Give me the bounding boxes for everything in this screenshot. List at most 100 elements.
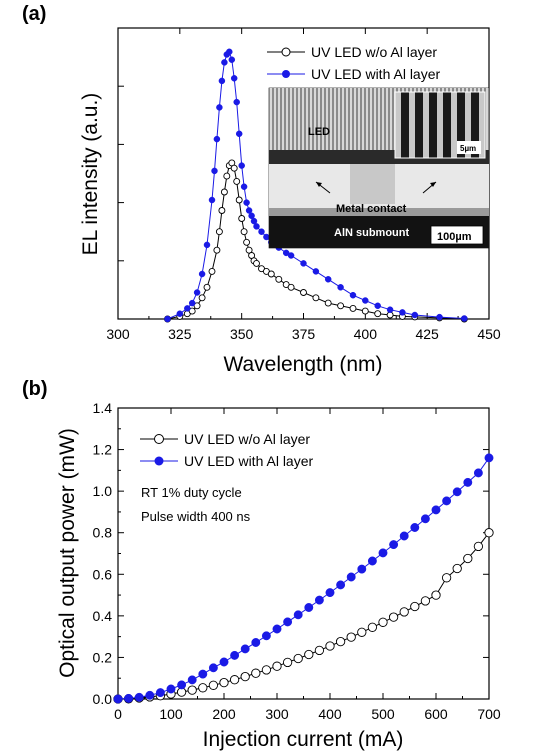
panel-a-point-series-2 bbox=[349, 291, 357, 299]
panel-a-point-series-2 bbox=[164, 315, 171, 323]
panel-b-xlabel: Injection current (mA) bbox=[203, 728, 404, 751]
panel-b-point-series-2 bbox=[113, 694, 123, 704]
panel-a-point-series-1 bbox=[218, 207, 226, 214]
panel-a-point-series-1 bbox=[188, 307, 196, 315]
panel-a-legend: UV LED w/o Al layer UV LED with Al layer bbox=[267, 44, 440, 82]
panel-b-xtick-label: 300 bbox=[265, 706, 289, 722]
panel-a-point-series-2 bbox=[213, 135, 221, 143]
panel-a-point-series-2 bbox=[337, 284, 344, 291]
legend-b-open-marker bbox=[154, 434, 164, 444]
legend-b-item-1: UV LED w/o Al layer bbox=[184, 431, 310, 447]
panel-a-point-series-1 bbox=[267, 270, 275, 278]
panel-a-point-series-2 bbox=[221, 59, 228, 66]
annotation-duty-cycle: RT 1% duty cycle bbox=[141, 485, 242, 500]
panel-b-ticks: 0 100 200 300 400 500 600 700 0.0 0.2 0.4 0.6 0.8 1.0… bbox=[93, 400, 501, 722]
panel-b-point-series-1 bbox=[325, 641, 335, 651]
panel-b-point-series-2 bbox=[346, 572, 356, 582]
panel-b-point-series-1 bbox=[314, 645, 325, 656]
panel-b-point-series-1 bbox=[335, 636, 346, 647]
panel-b-ytick-label: 1.0 bbox=[93, 483, 113, 499]
panel-b-point-series-1 bbox=[484, 528, 494, 538]
panel-b-point-series-1 bbox=[378, 617, 388, 627]
panel-a-point-series-1 bbox=[253, 259, 260, 267]
panel-b-xtick-label: 700 bbox=[477, 706, 501, 722]
panel-a-point-series-2 bbox=[228, 56, 236, 63]
panel-b-ytick-label: 0.0 bbox=[93, 691, 113, 707]
panel-a-point-series-1 bbox=[300, 289, 307, 296]
legend-b-filled-marker bbox=[154, 456, 164, 466]
panel-b-point-series-1 bbox=[208, 680, 219, 690]
panel-b-ytick-label: 0.2 bbox=[93, 649, 113, 665]
panel-b-point-series-2 bbox=[124, 693, 134, 703]
panel-b-point-series-2 bbox=[251, 638, 261, 647]
sem-inset-image: LED Metal contact AlN submount 100µm 5µm bbox=[268, 87, 490, 249]
panel-a-point-series-1 bbox=[193, 302, 201, 310]
panel-b-ytick-label: 0.8 bbox=[93, 525, 113, 541]
panel-b-point-series-1 bbox=[410, 601, 420, 612]
panel-b-ytick-label: 0.4 bbox=[93, 608, 113, 624]
inset-label-led: LED bbox=[308, 126, 330, 138]
panel-a-point-series-2 bbox=[436, 313, 443, 321]
panel-b-point-series-2 bbox=[484, 453, 494, 463]
panel-b-series-line-1 bbox=[117, 532, 490, 700]
panel-b-point-series-1 bbox=[251, 668, 261, 678]
panel-b-point-series-2 bbox=[389, 540, 399, 550]
panel-a-xtick-label: 375 bbox=[292, 326, 316, 342]
panel-b-point-series-2 bbox=[230, 650, 240, 660]
panel-b-point-series-2 bbox=[198, 669, 208, 679]
panel-b-xtick-label: 100 bbox=[159, 706, 183, 722]
panel-b-ytick-label: 1.4 bbox=[93, 400, 113, 416]
panel-a-point-series-2 bbox=[184, 305, 191, 312]
panel-b-point-series-1 bbox=[293, 653, 303, 664]
panel-a-point-series-1 bbox=[198, 294, 206, 302]
panel-b-point-series-2 bbox=[208, 663, 218, 673]
panel-a-xlabel: Wavelength (nm) bbox=[223, 353, 382, 376]
panel-a-point-series-2 bbox=[300, 260, 307, 267]
panel-a-point-series-1 bbox=[275, 275, 283, 283]
panel-b-point-series-2 bbox=[155, 688, 165, 698]
panel-a-point-series-2 bbox=[374, 302, 381, 310]
legend-a-open-marker bbox=[281, 47, 291, 57]
panel-b-ylabel: Optical output power (mW) bbox=[56, 428, 79, 678]
panel-b-frame bbox=[117, 407, 490, 700]
panel-b-point-series-1 bbox=[304, 649, 314, 660]
panel-b-point-series-1 bbox=[219, 677, 229, 688]
panel-a-point-series-1 bbox=[230, 164, 238, 172]
panel-b-xtick-label: 0 bbox=[114, 706, 122, 722]
panel-a-point-series-1 bbox=[233, 177, 241, 185]
panel-b-point-series-2 bbox=[442, 496, 452, 506]
inset-scale-large: 100µm bbox=[437, 231, 472, 243]
panel-b-point-series-2 bbox=[399, 531, 409, 541]
panel-a-point-series-2 bbox=[245, 207, 253, 214]
panel-b-point-series-1 bbox=[198, 683, 208, 693]
panel-b-point-series-1 bbox=[452, 563, 462, 574]
panel-b-point-series-2 bbox=[473, 468, 483, 478]
inset-label-submount: AlN submount bbox=[334, 227, 409, 239]
panel-a-point-series-2 bbox=[324, 276, 332, 283]
panel-a-point-series-2 bbox=[203, 241, 211, 249]
panel-b-point-series-2 bbox=[357, 564, 367, 574]
panel-a-xtick-label: 450 bbox=[477, 326, 501, 342]
panel-a-point-series-2 bbox=[386, 306, 394, 313]
panel-b-point-series-1 bbox=[420, 596, 431, 606]
panel-b-point-series-2 bbox=[378, 548, 388, 558]
panel-a-point-series-2 bbox=[461, 315, 468, 322]
legend-b-item-2: UV LED with Al layer bbox=[184, 453, 313, 469]
panel-b-point-series-2 bbox=[336, 580, 346, 590]
panel-a-ylabel: EL intensity (a.u.) bbox=[79, 93, 102, 256]
panel-a-point-series-1 bbox=[337, 302, 345, 310]
panel-b-point-series-1 bbox=[388, 612, 399, 622]
panel-b-point-series-1 bbox=[261, 665, 272, 675]
panel-b-point-series-1 bbox=[431, 590, 441, 600]
panel-b-point-series-2 bbox=[145, 690, 155, 700]
panel-a-point-series-2 bbox=[235, 130, 243, 138]
panel-b-point-series-1 bbox=[473, 541, 484, 552]
panel-b-point-series-1 bbox=[187, 685, 197, 695]
panel-a-point-series-1 bbox=[287, 283, 295, 291]
panel-a-point-series-2 bbox=[233, 98, 240, 106]
panel-b-ytick-label: 1.2 bbox=[93, 442, 113, 458]
panel-a-label: (a) bbox=[22, 3, 46, 25]
panel-a-xtick-label: 325 bbox=[168, 326, 192, 342]
panel-b-point-series-2 bbox=[463, 477, 473, 487]
